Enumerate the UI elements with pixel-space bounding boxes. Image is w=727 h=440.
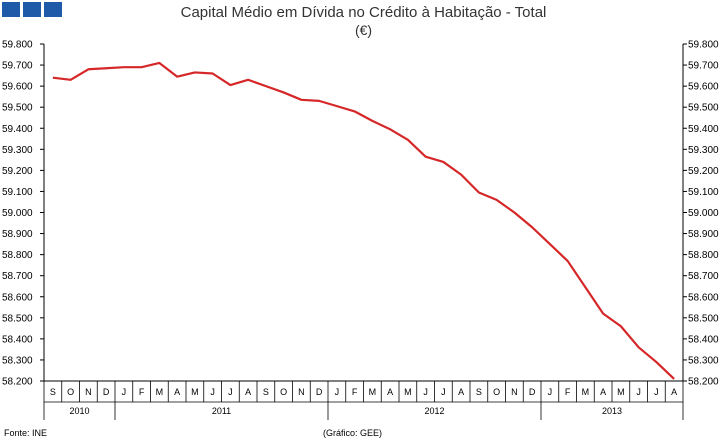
y-tick-label-left: 58.300	[2, 355, 33, 366]
y-tick-label-right: 59.500	[688, 103, 719, 114]
x-tick-label: D	[529, 387, 536, 397]
logo-square-icon	[23, 2, 41, 17]
y-tick-label-left: 59.000	[2, 208, 33, 219]
y-tick-label-left: 59.600	[2, 82, 33, 93]
y-tick-label-left: 59.200	[2, 166, 33, 177]
x-tick-label: A	[174, 387, 180, 397]
x-tick-label: F	[565, 387, 571, 397]
chart-title: Capital Médio em Dívida no Crédito à Hab…	[180, 4, 547, 21]
series-line	[52, 61, 675, 380]
y-tick-label-right: 58.200	[688, 377, 719, 388]
y-tick-label-right: 58.700	[688, 271, 719, 282]
y-tick-label-right: 59.800	[688, 40, 719, 51]
x-tick-label: S	[50, 387, 56, 397]
y-tick-label-right: 58.800	[688, 250, 719, 261]
x-tick-label: A	[245, 387, 251, 397]
y-tick-label-left: 58.700	[2, 271, 33, 282]
x-tick-label: A	[387, 387, 393, 397]
y-tick-label-right: 58.400	[688, 334, 719, 345]
y-tick-label-right: 59.200	[688, 166, 719, 177]
x-tick-label: A	[671, 387, 677, 397]
x-tick-label: J	[210, 387, 215, 397]
y-tick-label-left: 59.800	[2, 40, 33, 51]
y-tick-label-right: 59.300	[688, 145, 719, 156]
y-tick-label-left: 58.600	[2, 292, 33, 303]
y-tick-label-right: 59.400	[688, 124, 719, 135]
x-tick-label: M	[404, 387, 412, 397]
x-tick-label: F	[139, 387, 145, 397]
logo-square-icon	[2, 2, 20, 17]
x-tick-label: S	[476, 387, 482, 397]
y-tick-label-right: 59.600	[688, 82, 719, 93]
x-tick-label: J	[548, 387, 553, 397]
x-tick-label: J	[122, 387, 127, 397]
x-tick-label: J	[636, 387, 641, 397]
x-tick-label: J	[654, 387, 659, 397]
year-label: 2013	[602, 406, 622, 416]
y-tick-label-left: 58.900	[2, 229, 33, 240]
chart-subtitle: (€)	[354, 22, 373, 38]
y-tick-label-left: 59.300	[2, 145, 33, 156]
y-tick-label-left: 59.500	[2, 103, 33, 114]
x-tick-label: N	[85, 387, 92, 397]
source-note: Fonte: INE	[4, 428, 48, 438]
y-tick-label-left: 58.400	[2, 334, 33, 345]
y-tick-label-right: 59.100	[688, 187, 719, 198]
x-tick-label: D	[103, 387, 110, 397]
x-tick-label: M	[156, 387, 164, 397]
x-tick-label: A	[600, 387, 606, 397]
y-tick-label-left: 59.700	[2, 61, 33, 72]
x-tick-label: O	[280, 387, 287, 397]
y-tick-label-left: 58.500	[2, 313, 33, 324]
y-tick-label-left: 58.200	[2, 377, 33, 388]
year-label: 2010	[69, 406, 89, 416]
logo-square-icon	[44, 2, 62, 17]
y-tick-label-left: 59.100	[2, 187, 33, 198]
y-tick-label-right: 59.000	[688, 208, 719, 219]
x-tick-label: M	[617, 387, 625, 397]
x-tick-label: O	[67, 387, 74, 397]
x-tick-label: A	[458, 387, 464, 397]
x-tick-label: D	[316, 387, 323, 397]
x-tick-label: J	[441, 387, 446, 397]
x-tick-label: J	[335, 387, 340, 397]
year-label: 2012	[424, 406, 444, 416]
x-tick-label: M	[369, 387, 377, 397]
x-tick-label: J	[423, 387, 428, 397]
x-tick-label: N	[298, 387, 305, 397]
y-tick-label-right: 58.300	[688, 355, 719, 366]
x-tick-label: O	[493, 387, 500, 397]
credit-note: (Gráfico: GEE)	[323, 428, 383, 438]
x-tick-label: J	[228, 387, 233, 397]
y-tick-label-right: 58.500	[688, 313, 719, 324]
x-tick-label: M	[582, 387, 590, 397]
x-tick-label: M	[191, 387, 199, 397]
y-tick-label-right: 58.600	[688, 292, 719, 303]
y-tick-label-right: 59.700	[688, 61, 719, 72]
year-label: 2011	[212, 406, 231, 416]
x-tick-label: N	[511, 387, 518, 397]
y-tick-label-left: 58.800	[2, 250, 33, 261]
y-tick-label-right: 58.900	[688, 229, 719, 240]
y-tick-label-left: 59.400	[2, 124, 33, 135]
x-tick-label: S	[263, 387, 269, 397]
logo	[2, 2, 62, 17]
x-tick-label: F	[352, 387, 358, 397]
